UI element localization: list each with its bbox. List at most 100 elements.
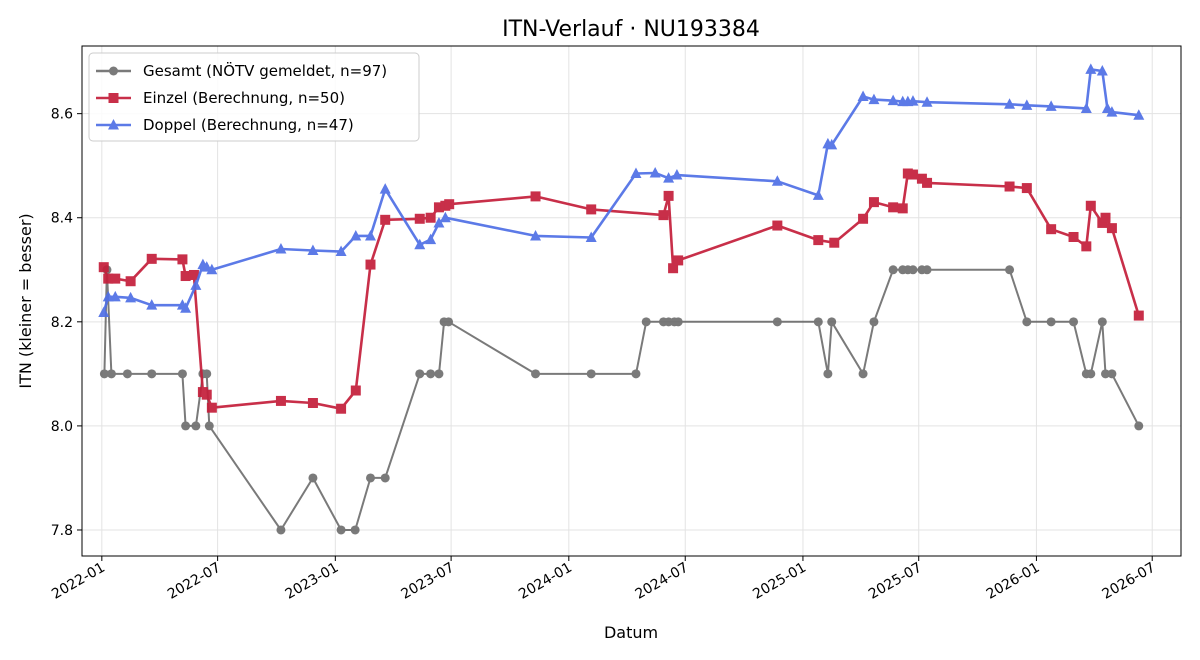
data-point-doppel [102, 290, 114, 302]
data-point-doppel [663, 172, 675, 183]
data-point-einzel [916, 173, 927, 184]
data-point-gesamt [106, 369, 116, 379]
legend-marker-gesamt [109, 66, 118, 76]
data-point-gesamt [1134, 421, 1144, 431]
data-point-doppel [439, 211, 451, 223]
series-line-gesamt [103, 268, 1140, 531]
data-point-gesamt [1086, 369, 1096, 379]
data-point-einzel [902, 168, 913, 179]
data-point-einzel [1081, 241, 1092, 252]
data-point-einzel [444, 199, 455, 210]
x-tick-label: 2024-01 [516, 560, 575, 603]
data-point-gesamt [888, 265, 898, 275]
data-point-doppel [1085, 63, 1097, 74]
data-point-gesamt [308, 473, 318, 483]
y-tick-label: 8.0 [51, 419, 73, 435]
legend-item-einzel [96, 93, 131, 103]
data-point-doppel [190, 279, 202, 290]
data-point-doppel [1004, 98, 1016, 109]
data-point-einzel [858, 213, 869, 224]
data-point-einzel [813, 235, 824, 246]
data-point-einzel [350, 385, 361, 396]
data-point-gesamt [191, 421, 201, 431]
data-point-doppel [887, 94, 899, 106]
data-point-einzel [1068, 231, 1079, 242]
data-point-gesamt [350, 525, 360, 535]
x-tick-label: 2023-01 [283, 560, 342, 603]
data-point-doppel [335, 245, 347, 257]
data-point-doppel [812, 189, 824, 200]
legend-item-gesamt [96, 66, 131, 76]
data-point-gesamt [415, 369, 425, 379]
data-point-doppel [826, 138, 838, 150]
data-point-gesamt [1005, 265, 1015, 275]
data-point-doppel [907, 95, 919, 106]
data-point-doppel [98, 306, 110, 317]
data-point-gesamt [673, 317, 683, 327]
data-point-einzel [907, 169, 918, 180]
data-point-einzel [530, 191, 541, 202]
data-point-doppel [180, 302, 192, 313]
data-point-gesamt [827, 317, 837, 327]
data-point-doppel [414, 238, 426, 250]
data-point-gesamt [434, 369, 444, 379]
data-point-doppel [1133, 109, 1145, 120]
data-point-gesamt [869, 317, 879, 327]
data-point-einzel [772, 220, 783, 231]
data-point-einzel [103, 273, 114, 284]
x-tick-label: 2026-01 [984, 560, 1043, 603]
legend-label-gesamt: Gesamt (NÖTV gemeldet, n=97) [143, 61, 387, 80]
data-point-einzel [1046, 224, 1057, 235]
data-point-einzel [1085, 200, 1096, 211]
data-point-einzel [1004, 181, 1015, 192]
data-point-doppel [649, 166, 661, 178]
data-point-gesamt [426, 369, 436, 379]
data-point-einzel [888, 202, 899, 213]
data-point-doppel [868, 93, 880, 105]
legend-label-doppel: Doppel (Berechnung, n=47) [143, 116, 354, 134]
data-point-einzel [414, 213, 425, 224]
data-point-gesamt [147, 369, 157, 379]
legend-box [88, 52, 420, 142]
data-point-einzel [829, 237, 840, 248]
data-point-doppel [921, 96, 933, 107]
data-point-gesamt [202, 369, 212, 379]
y-axis-title: ITN (kleiner = besser) [16, 213, 35, 388]
data-point-doppel [771, 175, 783, 186]
data-point-doppel [857, 90, 869, 101]
data-point-einzel [1097, 217, 1108, 228]
data-point-doppel [1021, 99, 1033, 110]
data-point-einzel [365, 259, 376, 270]
x-tick-label: 2023-07 [398, 560, 457, 603]
plot-frame [81, 45, 1182, 557]
data-point-gesamt [772, 317, 782, 327]
series-doppel [98, 63, 1145, 317]
data-point-gesamt [99, 369, 109, 379]
data-point-einzel [146, 253, 157, 264]
data-point-doppel [206, 263, 218, 275]
data-point-gesamt [336, 525, 346, 535]
data-point-einzel [307, 398, 318, 408]
data-point-einzel [1106, 223, 1117, 234]
data-point-einzel [336, 403, 347, 414]
data-point-einzel [1133, 310, 1144, 321]
data-point-doppel [275, 242, 287, 254]
legend-marker-doppel [108, 119, 119, 130]
data-point-gesamt [922, 265, 932, 275]
data-point-einzel [425, 212, 436, 223]
legend-label-einzel: Einzel (Berechnung, n=50) [143, 89, 345, 107]
data-point-doppel [585, 231, 597, 243]
data-point-einzel [433, 202, 444, 213]
data-point-gesamt [631, 369, 641, 379]
y-tick-label: 8.2 [51, 315, 73, 331]
data-point-gesamt [813, 317, 823, 327]
data-point-einzel [188, 269, 199, 280]
data-point-doppel [433, 216, 445, 228]
grid [82, 46, 1181, 556]
data-point-doppel [671, 169, 683, 180]
data-point-einzel [922, 177, 933, 188]
data-point-einzel [668, 263, 679, 274]
data-point-einzel [98, 262, 109, 273]
series-einzel [98, 168, 1144, 414]
data-point-gesamt [641, 317, 651, 327]
